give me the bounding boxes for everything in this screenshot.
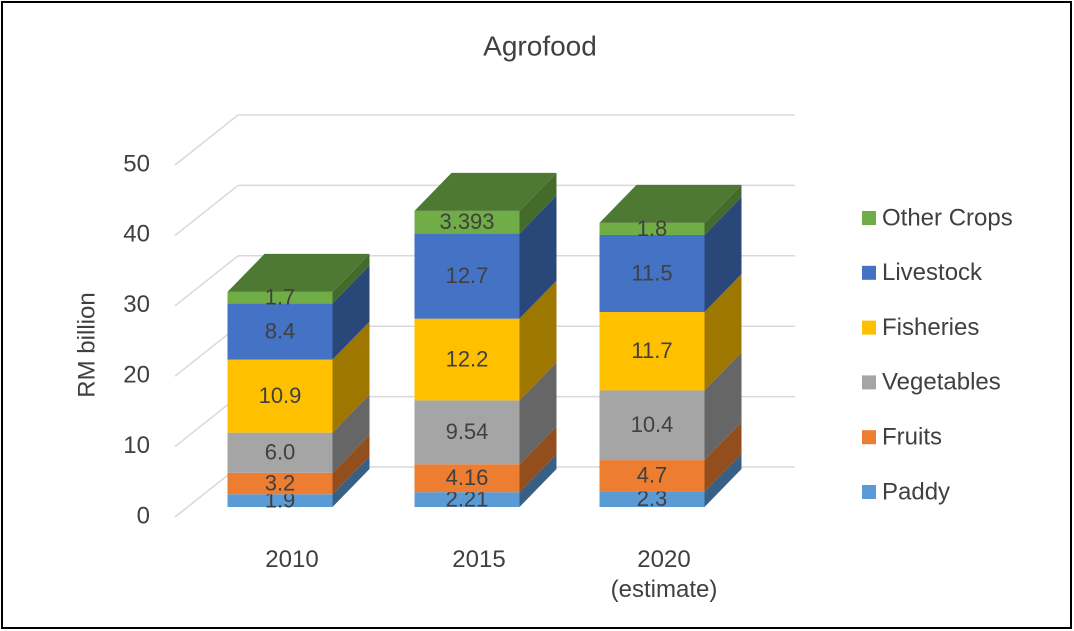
data-label: 8.4 [265,318,296,343]
bar-side [519,454,557,507]
bar [599,312,705,391]
data-label: 3.393 [439,209,494,234]
y-tick-label: 20 [123,362,150,389]
legend-label: Livestock [882,259,983,286]
x-tick-label: 2015 [452,546,506,573]
bar [227,359,333,433]
bar-side [704,352,742,461]
bar-side [332,265,370,360]
legend-swatch [862,485,876,499]
bar-side [332,321,370,433]
bar-side [332,253,370,304]
chart-title: Agrofood [483,30,597,61]
legend-swatch [862,430,876,445]
y-tick-label: 50 [123,150,150,177]
legend-swatch [862,265,876,280]
y-tick-label: 0 [137,502,150,529]
bar [599,222,705,235]
bar-side [332,394,370,473]
bar-side [704,274,742,391]
legend-label: Fruits [882,424,942,451]
grid-line [174,184,239,236]
data-label: 10.9 [259,383,302,408]
bar-side [704,453,742,507]
y-tick-label: 40 [123,221,150,248]
data-label: 12.2 [446,346,489,371]
data-label: 1.8 [637,216,668,241]
bar-side [704,196,742,313]
grid-line [174,114,239,166]
legend-label: Other Crops [882,204,1013,231]
data-label: 11.5 [631,260,672,285]
bar [227,291,333,304]
bar [599,460,705,492]
bar-side [332,434,370,495]
bar [414,400,520,465]
bar-side [332,456,370,507]
data-label: 4.7 [637,463,668,488]
x-tick-label: 2010 [265,546,319,573]
data-label: 3.2 [265,470,296,495]
legend-swatch [862,375,876,390]
bar [227,303,333,360]
x-tick-label: 2020 (estimate) [610,546,718,603]
data-label: 10.4 [631,412,674,437]
legend-swatch [862,211,876,225]
y-tick-label: 10 [123,432,150,459]
bar-top [227,253,370,292]
bar-side [519,426,557,493]
bar [227,432,333,473]
bar [599,234,705,313]
data-label: 11.7 [631,338,672,363]
data-label: 9.54 [446,419,489,444]
y-tick-label: 30 [123,291,150,318]
bar-side [519,280,557,401]
grid-line [174,255,239,307]
bar-side [519,172,557,234]
bar-side [519,195,557,319]
bar [414,318,520,401]
bar-side [519,362,557,465]
data-label: 12.7 [446,263,489,288]
bar [227,472,333,495]
y-axis-label: RM billion [73,292,100,397]
data-label: 6.0 [265,440,296,465]
bar [599,390,705,461]
bar-top [599,184,742,223]
bar [227,494,333,507]
bar-top [414,172,557,211]
bar [414,492,520,507]
bar [599,491,705,507]
legend-swatch [862,320,876,335]
legend-label: Vegetables [882,369,1001,396]
bar [414,210,520,234]
data-label: 1.7 [265,284,296,309]
bar [414,233,520,319]
bar-side [704,422,742,492]
legend-label: Paddy [882,478,950,505]
bar [414,464,520,493]
bar-side [704,184,742,235]
data-label: 4.16 [446,465,489,490]
legend-label: Fisheries [882,314,979,341]
